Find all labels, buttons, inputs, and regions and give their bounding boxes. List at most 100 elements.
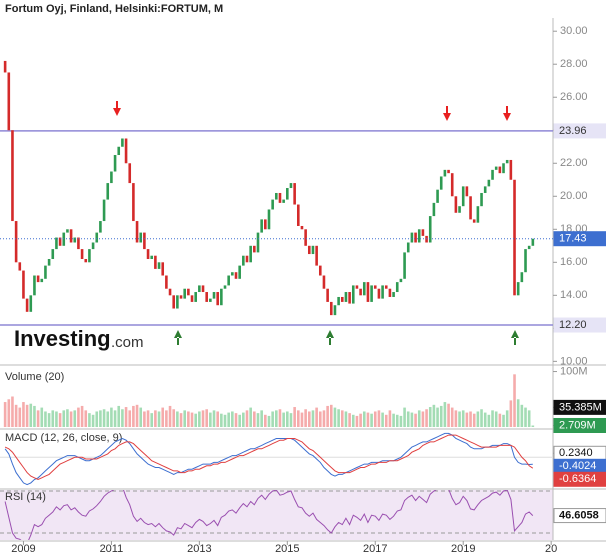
price-tag-bg xyxy=(553,231,606,247)
volume-bar xyxy=(326,405,329,427)
price-tag: 12.20 xyxy=(559,319,587,331)
price-tag-bg xyxy=(553,417,606,433)
candle-body xyxy=(476,206,480,223)
x-tick-label: 2009 xyxy=(11,543,35,555)
candle-body xyxy=(300,225,304,230)
volume-bar xyxy=(322,410,326,427)
candle-body xyxy=(377,288,381,299)
y-tick-label: 26.00 xyxy=(560,91,588,103)
volume-bar xyxy=(300,412,304,427)
candle-body xyxy=(3,60,7,73)
volume-bar xyxy=(124,407,128,427)
volume-bar xyxy=(417,410,421,427)
candle-body xyxy=(410,232,414,243)
price-tag-bg xyxy=(553,399,606,415)
candle-body xyxy=(157,262,161,269)
candle-body xyxy=(73,237,77,243)
candle-body xyxy=(483,186,487,193)
candle-body xyxy=(249,245,252,263)
candle-body xyxy=(359,288,362,296)
volume-bar xyxy=(377,410,381,427)
chart-title: Fortum Oyj, Finland, Helsinki:FORTUM, M xyxy=(5,3,223,15)
candle-body xyxy=(315,245,318,266)
volume-bar xyxy=(425,409,428,427)
volume-bar xyxy=(205,409,208,427)
volume-bar xyxy=(14,404,18,427)
candle-body xyxy=(494,166,498,170)
x-tick-label: 20 xyxy=(545,543,557,555)
volume-bar xyxy=(223,414,227,427)
candle-body xyxy=(194,292,197,302)
volume-bar xyxy=(315,407,318,427)
volume-bar xyxy=(373,411,377,427)
x-tick-label: 2013 xyxy=(187,543,211,555)
volume-bar xyxy=(238,414,241,427)
volume-bar xyxy=(395,414,399,427)
candle-body xyxy=(227,275,230,286)
volume-bar xyxy=(297,410,300,427)
volume-bar xyxy=(113,410,117,427)
volume-bar xyxy=(62,410,66,427)
volume-bar xyxy=(73,410,77,427)
candle-body xyxy=(183,288,186,299)
candle-body xyxy=(66,229,69,233)
price-tag-bg xyxy=(553,471,606,487)
volume-bar xyxy=(337,409,340,427)
volume-bar xyxy=(370,413,373,427)
candle-body xyxy=(124,138,128,164)
candle-body xyxy=(439,176,443,190)
candle-body xyxy=(267,209,271,230)
volume-bar xyxy=(256,413,260,427)
candle-body xyxy=(355,285,359,289)
volume-bar xyxy=(421,411,425,427)
volume-bar xyxy=(461,410,465,427)
volume-bar xyxy=(516,399,520,427)
y-tick-label: 16.00 xyxy=(560,256,588,268)
volume-bar xyxy=(212,410,216,427)
price-tag: -0.6364 xyxy=(559,473,596,485)
volume-bar xyxy=(483,412,487,427)
volume-bar xyxy=(465,412,469,427)
volume-bar xyxy=(278,409,282,427)
candle-body xyxy=(14,221,18,263)
down-arrow xyxy=(503,106,511,121)
candle-body xyxy=(428,216,432,243)
volume-bar xyxy=(143,411,146,427)
volume-bar xyxy=(227,412,230,427)
candle-body xyxy=(198,285,201,293)
candle-body xyxy=(370,285,373,302)
volume-bar xyxy=(135,404,139,427)
volume-bar xyxy=(242,412,245,427)
candle-body xyxy=(113,155,117,172)
candle-body xyxy=(392,292,395,297)
down-arrows xyxy=(113,101,511,121)
volume-bar xyxy=(454,410,458,427)
volume-bar xyxy=(161,407,165,427)
rsi-panel-bg xyxy=(0,490,553,540)
candle-body xyxy=(458,206,461,213)
volume-bar xyxy=(293,407,296,427)
candle-body xyxy=(223,285,227,289)
volume-bar xyxy=(513,374,516,427)
volume-bar xyxy=(117,405,121,427)
volume-bar xyxy=(447,403,450,427)
price-tag: 0.2340 xyxy=(559,447,593,459)
candle-body xyxy=(348,292,351,304)
volume-bar xyxy=(69,411,73,427)
candle-body xyxy=(399,278,403,283)
candle-body xyxy=(333,305,337,316)
watermark: Investing .com xyxy=(14,326,144,351)
volume-bar xyxy=(289,413,293,427)
up-arrow xyxy=(174,330,182,345)
panel-lines xyxy=(0,432,553,486)
candle-body xyxy=(461,186,465,207)
volume-bar xyxy=(286,411,289,427)
candle-body xyxy=(432,202,436,217)
volume-bar xyxy=(351,414,355,427)
candle-body xyxy=(150,255,154,260)
candle-body xyxy=(55,237,58,250)
candle-body xyxy=(242,255,245,266)
candle-body xyxy=(469,196,472,220)
